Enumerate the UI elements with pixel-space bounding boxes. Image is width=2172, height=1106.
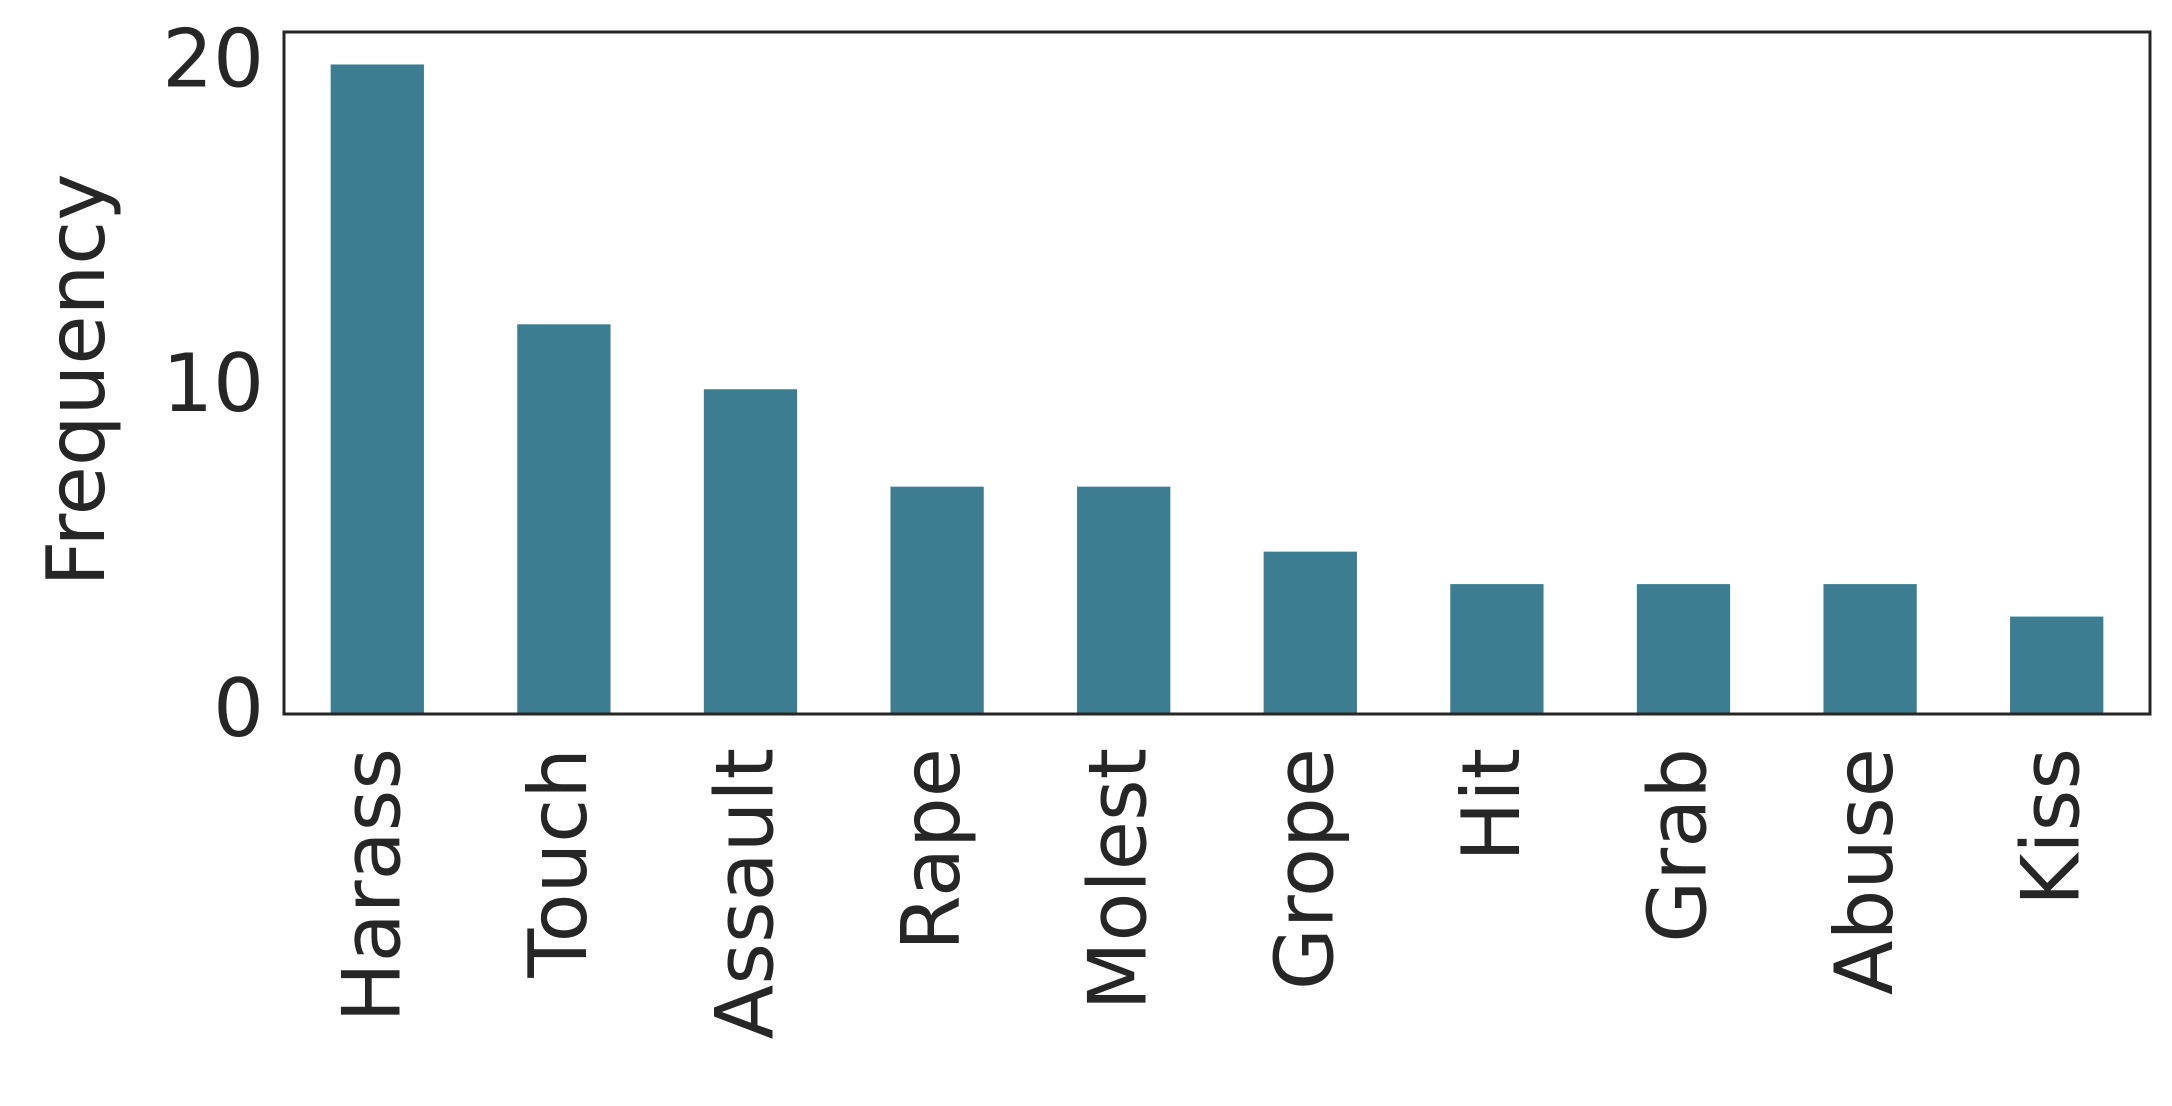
x-tick-label: Grab bbox=[1631, 748, 1724, 943]
bar bbox=[2010, 616, 2104, 714]
bar bbox=[1450, 584, 1544, 714]
bar bbox=[1263, 551, 1357, 714]
x-tick-label: Kiss bbox=[2005, 748, 2098, 906]
axes-frame bbox=[282, 30, 2152, 716]
bar bbox=[517, 324, 611, 714]
x-tick-label: Assault bbox=[698, 748, 791, 1039]
y-tick-label: 20 bbox=[162, 12, 264, 105]
y-axis-label: Frequency bbox=[30, 173, 123, 586]
y-tick-label: 0 bbox=[213, 662, 264, 755]
x-tick-label: Abuse bbox=[1818, 748, 1911, 995]
x-tick-label: Harass bbox=[325, 748, 418, 1022]
x-tick-label: Rape bbox=[885, 748, 978, 951]
bar bbox=[330, 64, 424, 714]
y-tick-label: 10 bbox=[162, 337, 264, 430]
bar bbox=[1636, 584, 1731, 714]
x-tick-label: Hit bbox=[1445, 748, 1538, 862]
bar bbox=[703, 389, 798, 714]
bar bbox=[1823, 584, 1917, 714]
x-tick-label: Grope bbox=[1258, 748, 1351, 990]
x-tick-label: Molest bbox=[1072, 748, 1165, 1010]
bar bbox=[890, 486, 984, 714]
bar bbox=[1077, 486, 1171, 714]
x-tick-label: Touch bbox=[512, 748, 605, 979]
